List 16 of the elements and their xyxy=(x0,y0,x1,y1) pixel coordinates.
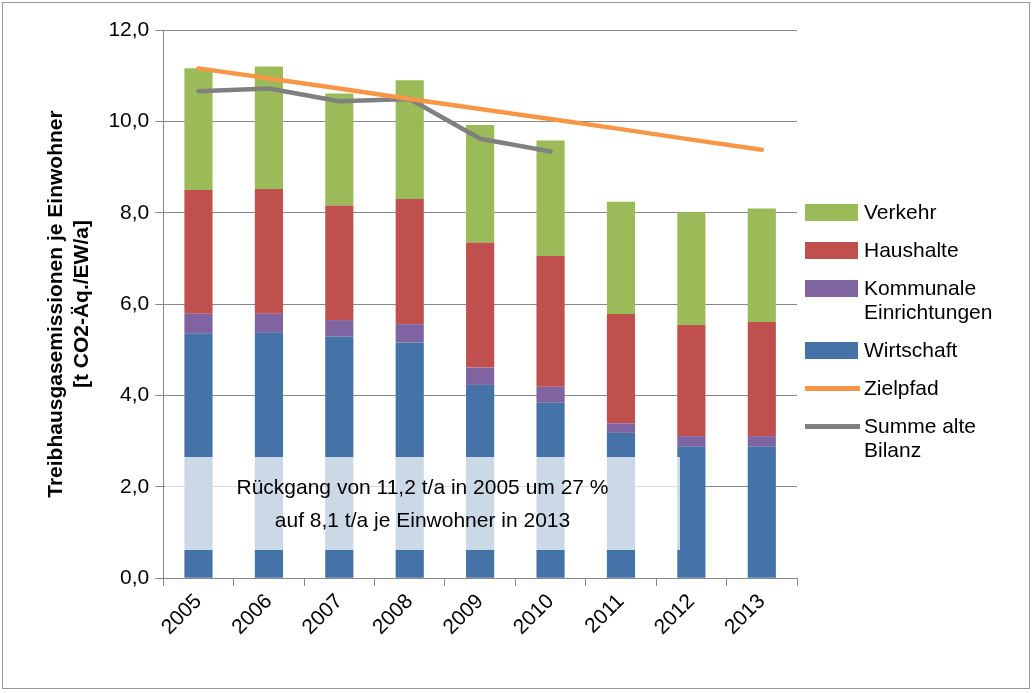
annotation: Rückgang von 11,2 t/a in 2005 um 27 % auf 8,1 t/a je Einwohner in 2013 xyxy=(236,474,609,534)
y-tick-label: 0,0 xyxy=(120,564,150,588)
legend-label: Haushalte xyxy=(864,238,960,262)
legend-label: Wirtschaft xyxy=(864,338,959,362)
y-axis-title: Treibhausgasemissionen je Einwohner [t CO2-Äq./EW/a] xyxy=(43,110,92,498)
y-tick-label: 10,0 xyxy=(108,108,150,132)
legend-label: Verkehr xyxy=(864,200,938,224)
legend-label: Zielpfad xyxy=(864,376,940,400)
legend-label: Summe alte Bilanz xyxy=(864,414,978,462)
y-tick-label: 2,0 xyxy=(120,473,150,497)
y-tick-label: 12,0 xyxy=(108,16,150,40)
y-tick-label: 8,0 xyxy=(120,199,150,223)
y-tick-label: 6,0 xyxy=(120,290,150,314)
note-box: Rückgang von 11,2 t/a in 2005 um 27 % auf 8,1 t/a je Einwohner in 2013 xyxy=(165,457,680,550)
y-tick-label: 4,0 xyxy=(120,382,150,406)
legend-label: Kommunale Einrichtungen xyxy=(864,276,994,324)
